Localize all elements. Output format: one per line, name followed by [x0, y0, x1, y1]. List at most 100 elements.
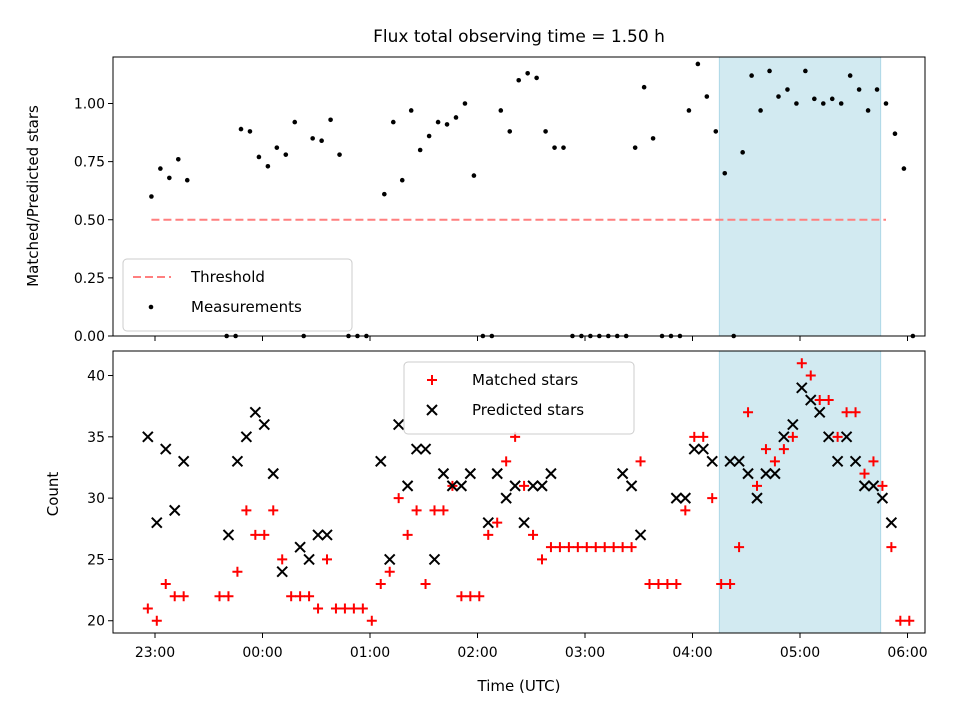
predicted-star-point [858, 480, 871, 492]
matched-star-point [492, 517, 503, 528]
predicted-star-point [616, 467, 629, 480]
predicted-star-point [760, 467, 772, 480]
matched-star-point [348, 603, 359, 614]
top-y-tick-label: 0.25 [74, 271, 105, 287]
matched-star-point [841, 407, 852, 418]
matched-star-point [420, 578, 431, 589]
measurement-point [158, 166, 163, 171]
predicted-star-point [142, 431, 154, 443]
measurement-point [516, 77, 522, 83]
matched-star-point [402, 529, 413, 540]
matched-star-point [716, 578, 727, 589]
measurement-point [704, 94, 710, 99]
matched-star-point [214, 591, 225, 602]
predicted-star-point [769, 467, 781, 480]
predicted-star-point [697, 443, 709, 455]
bottom-y-tick-label: 40 [87, 369, 105, 385]
x-tick-label: 03:00 [565, 645, 605, 661]
predicted-star-point [177, 455, 190, 468]
measurement-point [399, 177, 405, 183]
top-y-axis-label: Matched/Predicted stars [24, 105, 42, 287]
matched-star-point [366, 615, 377, 626]
matched-star-point [169, 591, 180, 602]
predicted-star-point [428, 553, 441, 566]
predicted-star-point [446, 480, 459, 492]
x-tick-label: 04:00 [672, 645, 712, 661]
bottom-highlight-span [718, 350, 882, 634]
measurement-point [632, 145, 638, 150]
predicted-star-point [688, 443, 700, 455]
predicted-star-point [392, 418, 405, 431]
measurement-point [426, 133, 432, 139]
measurement-point [175, 157, 181, 162]
matched-star-point [304, 591, 315, 602]
matched-star-point [868, 456, 879, 467]
predicted-star-point [384, 553, 396, 566]
measurement-point [247, 129, 253, 134]
matched-star-point [178, 591, 189, 602]
matched-star-point [250, 529, 261, 540]
predicted-star-point [670, 492, 683, 504]
measurement-point [543, 129, 548, 134]
predicted-star-point [814, 406, 826, 419]
measurement-point [382, 191, 387, 197]
bottom-plot-frame [112, 350, 926, 634]
top-legend [122, 258, 353, 332]
predicted-star-point [849, 455, 862, 468]
measurement-point [498, 108, 504, 113]
predicted-star-point [876, 492, 889, 504]
x-tick-label: 02:00 [457, 645, 497, 661]
matched-star-point [796, 358, 807, 369]
predicted-star-point [805, 394, 817, 406]
measurement-point [534, 75, 539, 81]
bottom-legend [403, 361, 635, 435]
x-tick-label: 06:00 [887, 645, 927, 661]
matched-star-point [859, 468, 870, 479]
measurement-point [695, 61, 701, 67]
bottom-y-tick-label: 25 [87, 552, 105, 568]
bottom-y-tick-label: 20 [87, 614, 105, 630]
predicted-star-point [742, 467, 754, 480]
predicted-star-point [303, 553, 315, 566]
predicted-star-point [437, 467, 450, 480]
predicted-star-point [258, 418, 270, 431]
predicted-star-point [312, 529, 324, 541]
matched-star-point [689, 431, 700, 442]
predicted-star-point [375, 455, 387, 468]
measurement-point [794, 101, 799, 106]
matched-star-point [330, 603, 341, 614]
matched-star-point [537, 554, 547, 565]
matched-star-point [635, 456, 646, 467]
measurement-point [740, 150, 745, 155]
measurement-point [892, 131, 898, 137]
predicted-star-point [294, 541, 306, 553]
measurement-point [785, 87, 790, 92]
predicted-star-point [625, 480, 638, 492]
predicted-star-point [151, 516, 163, 529]
measurement-point [462, 101, 468, 106]
matched-star-point [599, 542, 610, 553]
measurement-point [758, 108, 763, 113]
matched-star-point [752, 480, 762, 491]
measurement-point [184, 177, 190, 183]
predicted-star-point [679, 492, 692, 504]
matched-star-point [743, 407, 754, 418]
predicted-star-point [706, 455, 718, 468]
matched-star-point [805, 370, 816, 381]
measurement-point [874, 87, 880, 92]
matched-star-point [223, 591, 234, 602]
matched-star-point [268, 505, 279, 516]
matched-star-point [590, 542, 601, 553]
measurement-point [328, 117, 333, 123]
measurement-point [561, 145, 566, 150]
measurement-point [256, 154, 262, 160]
matched-star-point [375, 578, 386, 589]
measurement-point [803, 68, 808, 74]
predicted-star-point [634, 529, 647, 541]
matched-star-point [295, 591, 306, 602]
matched-star-point [438, 505, 449, 516]
matched-star-point [644, 578, 655, 589]
measurement-point [812, 96, 817, 102]
predicted-star-point [518, 516, 530, 529]
x-tick-label: 05:00 [780, 645, 820, 661]
